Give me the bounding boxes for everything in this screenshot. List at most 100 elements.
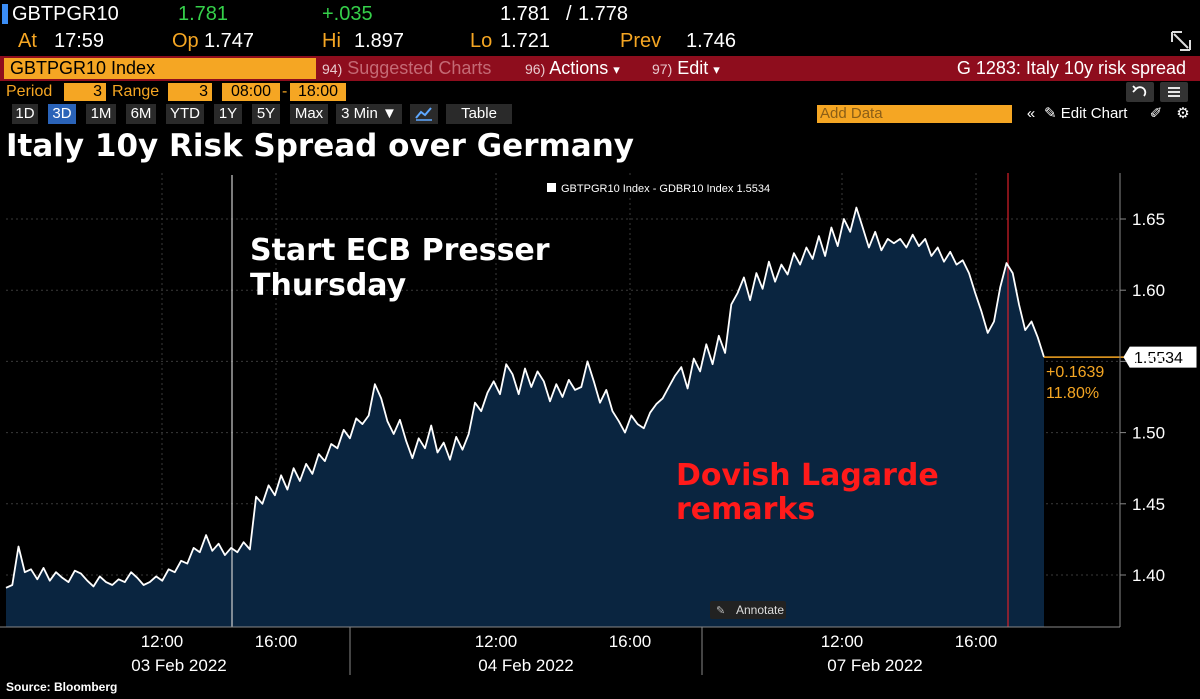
undo-button[interactable] — [1126, 82, 1154, 102]
y-tick-label-1: 1.45 — [1132, 495, 1165, 514]
expand-icon[interactable] — [1170, 30, 1192, 52]
source-note: Source: Bloomberg — [6, 680, 118, 694]
at-label: At — [18, 30, 37, 52]
x-tick-label-1: 16:00 — [255, 632, 298, 651]
line-chart-button[interactable] — [410, 104, 438, 124]
edit-menu-button[interactable]: 97) Edit ▾ — [652, 56, 720, 81]
last-value-tag: 1.5534 — [1123, 346, 1197, 368]
y-tick-label-4: 1.60 — [1132, 281, 1165, 300]
ticker-marker — [2, 4, 8, 24]
chevron-down-icon: ▾ — [713, 62, 720, 77]
range-button-1d[interactable]: 1D — [12, 104, 38, 124]
range-button-max[interactable]: Max — [290, 104, 328, 124]
series-area — [6, 207, 1044, 627]
command-bar: GBTPGR10 Index 94) Suggested Charts 96) … — [0, 56, 1200, 81]
annotation-ecb-line1: Start ECB Presser — [250, 233, 550, 268]
period-row: Period 3 Range 3 08:00 - 18:00 — [0, 81, 1200, 103]
gear-icon[interactable]: ⚙ — [1176, 105, 1190, 122]
x-tick-label-2: 12:00 — [475, 632, 518, 651]
range-input[interactable]: 3 — [168, 83, 212, 101]
y-tick-label-2: 1.50 — [1132, 424, 1165, 443]
annotate-button-bg — [710, 601, 786, 619]
ask-value: 1.778 — [578, 3, 629, 25]
low-value: 1.721 — [500, 30, 551, 52]
period-input[interactable]: 3 — [64, 83, 106, 101]
table-button[interactable]: Table — [446, 104, 512, 124]
open-label: Op — [172, 30, 199, 52]
collapse-icon[interactable]: « — [1026, 105, 1036, 122]
quote-row: GBTPGR10 1.781 +.035 1.781 / 1.778 — [0, 0, 1200, 28]
line-chart-icon — [415, 107, 432, 121]
bid-ask-separator: / — [566, 3, 572, 25]
last-value-label: 1.5534 — [1134, 350, 1183, 367]
edit-settings-icon[interactable]: ✐ — [1149, 105, 1163, 122]
chart-title: Italy 10y Risk Spread over Germany — [6, 128, 634, 164]
x-date-label-0: 03 Feb 2022 — [131, 656, 226, 675]
change-value: +0.1639 — [1046, 364, 1104, 381]
last-value-tag-shape — [1123, 346, 1197, 368]
x-tick-label-3: 16:00 — [609, 632, 652, 651]
change-percent: 11.80% — [1046, 385, 1099, 402]
add-data-input[interactable]: Add Data — [817, 105, 1012, 123]
pencil-icon: ✎ — [1044, 105, 1057, 122]
period-label: Period — [6, 83, 53, 100]
annotation-lagarde-line1: Dovish Lagarde — [676, 458, 939, 493]
edit-chart-label: Edit Chart — [1060, 105, 1128, 122]
at-time: 17:59 — [54, 30, 105, 52]
legend-label: GBTPGR10 Index - GDBR10 Index 1.5534 — [561, 183, 770, 195]
edit-label: Edit — [677, 58, 709, 78]
line-chart: GBTPGR10 Index - GDBR10 Index 1.5534 Sta… — [0, 173, 1197, 675]
x-tick-label-4: 12:00 — [821, 632, 864, 651]
high-value: 1.897 — [354, 30, 405, 52]
actions-number: 96) — [525, 61, 546, 77]
open-value: 1.747 — [204, 30, 255, 52]
menu-button[interactable] — [1160, 82, 1188, 102]
start-time-input[interactable]: 08:00 — [222, 83, 280, 101]
low-label: Lo — [470, 30, 493, 52]
suggested-charts-number: 94) — [322, 61, 343, 77]
high-label: Hi — [322, 30, 341, 52]
suggested-charts-button[interactable]: 94) Suggested Charts — [322, 56, 491, 81]
interval-dropdown[interactable]: 3 Min ▼ — [336, 104, 402, 124]
x-tick-label-5: 16:00 — [955, 632, 998, 651]
legend-box — [538, 178, 792, 198]
y-tick-label-0: 1.40 — [1132, 566, 1165, 585]
prev-label: Prev — [620, 30, 662, 52]
edit-chart-button[interactable]: ✎ Edit Chart — [1044, 104, 1140, 124]
range-button-3d[interactable]: 3D — [48, 104, 76, 124]
menu-icon — [1168, 87, 1180, 97]
pencil-icon: ✎ — [716, 605, 725, 617]
range-button-1m[interactable]: 1M — [86, 104, 116, 124]
x-date-label-1: 04 Feb 2022 — [478, 656, 573, 675]
annotation-ecb-line2: Thursday — [250, 268, 407, 303]
x-date-label-2: 07 Feb 2022 — [827, 656, 922, 675]
range-button-6m[interactable]: 6M — [126, 104, 156, 124]
edit-number: 97) — [652, 61, 673, 77]
undo-icon — [1132, 85, 1147, 97]
bid-value: 1.781 — [500, 3, 551, 25]
actions-label: Actions — [549, 58, 609, 78]
x-axis: 12:00 16:00 12:00 16:00 12:00 16:00 03 Feb 202… — [0, 626, 1120, 675]
x-tick-label-0: 12:00 — [141, 632, 184, 651]
range-toolbar: 1D 3D 1M 6M YTD 1Y 5Y Max 3 Min ▼ Table … — [0, 103, 1200, 125]
last-price: 1.781 — [178, 3, 229, 25]
actions-menu-button[interactable]: 96) Actions ▾ — [525, 56, 620, 81]
stats-row: At 17:59 Op 1.747 Hi 1.897 Lo 1.721 Prev… — [0, 28, 1200, 55]
chart-id: G 1283: Italy 10y risk spread — [956, 58, 1186, 78]
legend-swatch — [547, 183, 556, 192]
range-button-5y[interactable]: 5Y — [252, 104, 280, 124]
annotation-lagarde-line2: remarks — [676, 492, 815, 527]
security-input[interactable]: GBTPGR10 Index — [4, 58, 316, 79]
prev-value: 1.746 — [686, 30, 737, 52]
range-dash: - — [282, 83, 288, 100]
y-tick-label-3: 1.55 — [1132, 352, 1165, 371]
annotate-button[interactable]: ✎ Annotate — [710, 601, 786, 619]
range-button-1y[interactable]: 1Y — [214, 104, 242, 124]
end-time-input[interactable]: 18:00 — [290, 83, 346, 101]
ticker[interactable]: GBTPGR10 — [12, 3, 119, 25]
annotate-label: Annotate — [736, 603, 784, 617]
chevron-down-icon: ▾ — [613, 62, 620, 77]
range-label: Range — [112, 83, 160, 100]
range-button-ytd[interactable]: YTD — [166, 104, 204, 124]
net-change: +.035 — [322, 3, 373, 25]
